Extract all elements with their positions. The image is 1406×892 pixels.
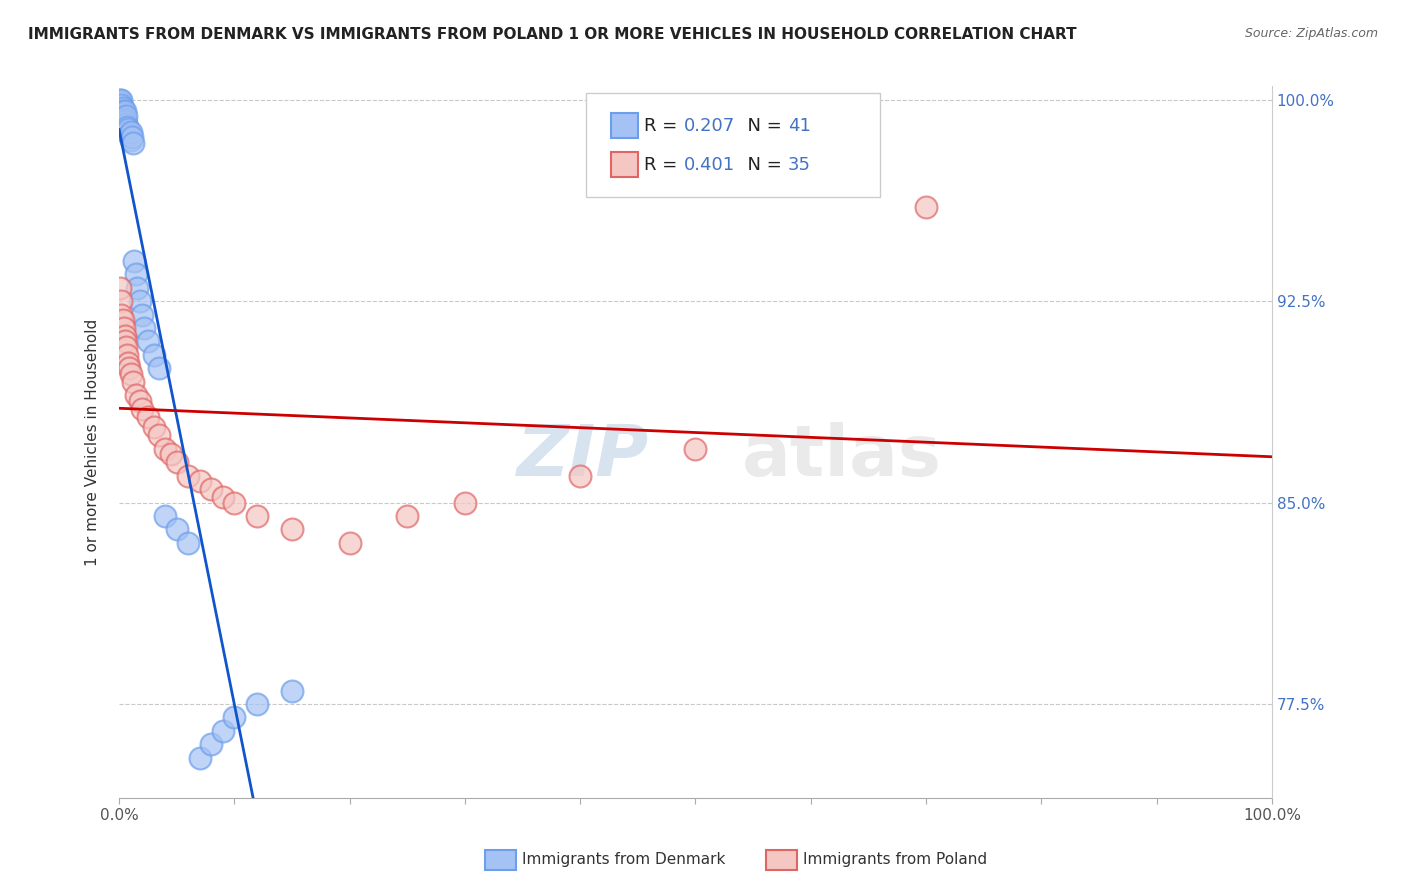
Point — [685, 442, 707, 456]
Point — [112, 106, 135, 120]
Point — [110, 93, 132, 107]
Point — [117, 356, 139, 370]
Text: 35: 35 — [787, 155, 811, 174]
Point — [188, 751, 211, 765]
Point — [111, 101, 134, 115]
Point — [569, 468, 592, 483]
Point — [200, 737, 222, 751]
Point — [281, 683, 304, 698]
Point — [117, 122, 139, 136]
Point — [108, 101, 131, 115]
Point — [110, 308, 132, 322]
Text: N =: N = — [735, 117, 787, 135]
Text: IMMIGRANTS FROM DENMARK VS IMMIGRANTS FROM POLAND 1 OR MORE VEHICLES IN HOUSEHOL: IMMIGRANTS FROM DENMARK VS IMMIGRANTS FR… — [28, 27, 1077, 42]
Point — [131, 308, 153, 322]
Point — [121, 130, 143, 145]
Text: ZIP: ZIP — [517, 422, 650, 491]
Point — [339, 536, 361, 550]
Point — [114, 329, 136, 343]
FancyBboxPatch shape — [586, 94, 880, 196]
Text: Immigrants from Denmark: Immigrants from Denmark — [522, 853, 725, 867]
Text: 0.207: 0.207 — [683, 117, 735, 135]
Text: atlas: atlas — [741, 422, 942, 491]
Text: Immigrants from Poland: Immigrants from Poland — [803, 853, 987, 867]
Point — [188, 474, 211, 488]
Point — [122, 136, 145, 150]
Point — [120, 125, 142, 139]
Point — [136, 334, 159, 349]
Text: 41: 41 — [787, 117, 811, 135]
Point — [166, 455, 188, 469]
Point — [122, 375, 145, 389]
Point — [114, 112, 136, 126]
Point — [110, 106, 132, 120]
Y-axis label: 1 or more Vehicles in Household: 1 or more Vehicles in Household — [86, 318, 100, 566]
Point — [142, 348, 165, 362]
Point — [153, 442, 176, 456]
Point — [454, 495, 477, 509]
Point — [115, 125, 138, 139]
Point — [142, 420, 165, 434]
Point — [915, 200, 938, 214]
Point — [148, 361, 170, 376]
Text: R =: R = — [644, 117, 682, 135]
Point — [246, 509, 269, 524]
Point — [148, 428, 170, 442]
Point — [112, 321, 135, 335]
Point — [396, 509, 419, 524]
Point — [177, 536, 200, 550]
Point — [118, 128, 141, 142]
Point — [122, 254, 145, 268]
Point — [115, 120, 138, 134]
Point — [110, 98, 132, 112]
Point — [111, 103, 134, 118]
Point — [118, 361, 141, 376]
Point — [281, 523, 304, 537]
Point — [134, 321, 156, 335]
Point — [114, 114, 136, 128]
Point — [200, 482, 222, 496]
Text: R =: R = — [644, 155, 682, 174]
Point — [125, 268, 148, 282]
Point — [115, 109, 138, 123]
Point — [108, 93, 131, 107]
Point — [108, 95, 131, 110]
Point — [120, 367, 142, 381]
Point — [211, 723, 233, 738]
Point — [127, 281, 149, 295]
Point — [125, 388, 148, 402]
Point — [177, 468, 200, 483]
Bar — [612, 153, 638, 178]
Point — [166, 523, 188, 537]
Point — [111, 313, 134, 327]
Point — [160, 447, 183, 461]
Point — [114, 334, 136, 349]
Point — [153, 509, 176, 524]
Point — [131, 401, 153, 416]
Point — [246, 697, 269, 711]
Bar — [612, 113, 638, 138]
Point — [136, 409, 159, 424]
Point — [224, 710, 246, 724]
Point — [120, 133, 142, 147]
Text: 0.401: 0.401 — [683, 155, 735, 174]
Point — [128, 294, 150, 309]
Point — [128, 393, 150, 408]
Point — [108, 281, 131, 295]
Point — [211, 490, 233, 504]
Point — [115, 348, 138, 362]
Point — [112, 109, 135, 123]
Point — [110, 294, 132, 309]
Point — [114, 103, 136, 118]
Text: Source: ZipAtlas.com: Source: ZipAtlas.com — [1244, 27, 1378, 40]
Text: N =: N = — [735, 155, 787, 174]
Point — [224, 495, 246, 509]
Point — [115, 340, 138, 354]
Point — [115, 117, 138, 131]
